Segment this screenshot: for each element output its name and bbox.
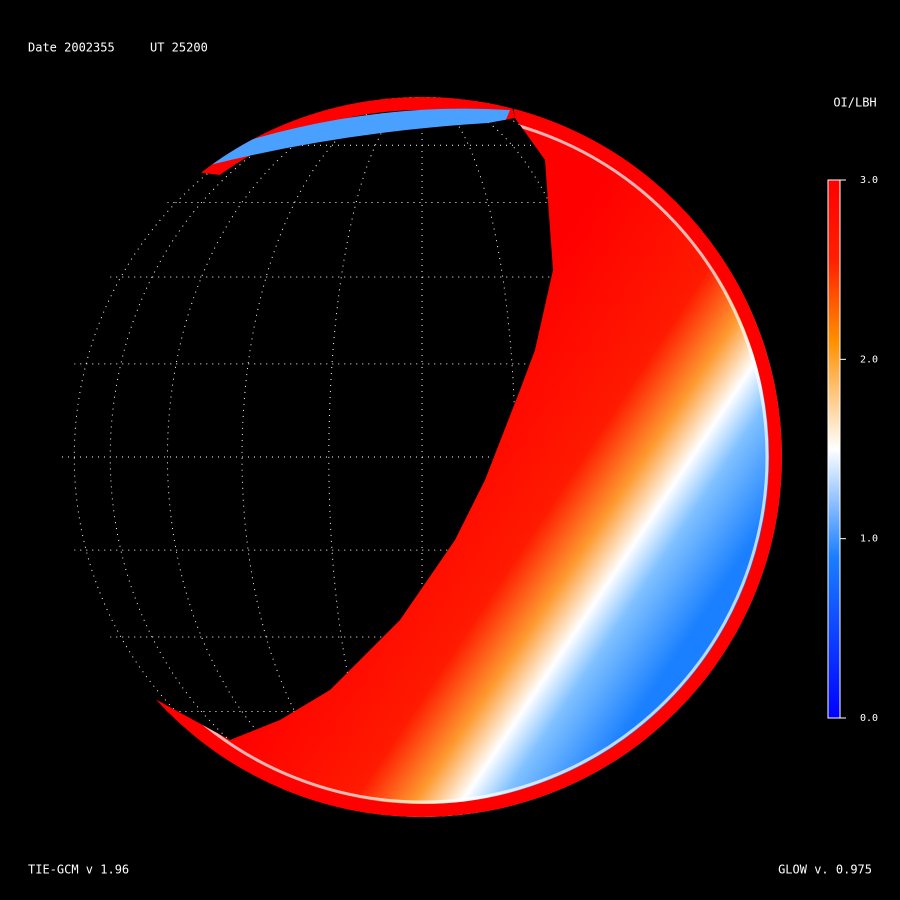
colorbar-title: OI/LBH [833,96,876,110]
colorbar [827,179,841,719]
model-label: TIE-GCM v 1.96 [28,863,129,877]
polar-emission [170,97,515,175]
colorbar-tick-label: 2.0 [860,354,878,365]
colorbar-ticks: 3.0 2.0 1.0 0.0 [840,175,878,724]
time-label: UT 25200 [150,41,208,55]
date-label: Date 2002355 [28,41,115,55]
colorbar-tick-label: 0.0 [860,713,878,724]
colorbar-tick-label: 3.0 [860,175,878,186]
colorbar-tick-label: 1.0 [860,534,878,545]
glow-label: GLOW v. 0.975 [778,863,872,877]
